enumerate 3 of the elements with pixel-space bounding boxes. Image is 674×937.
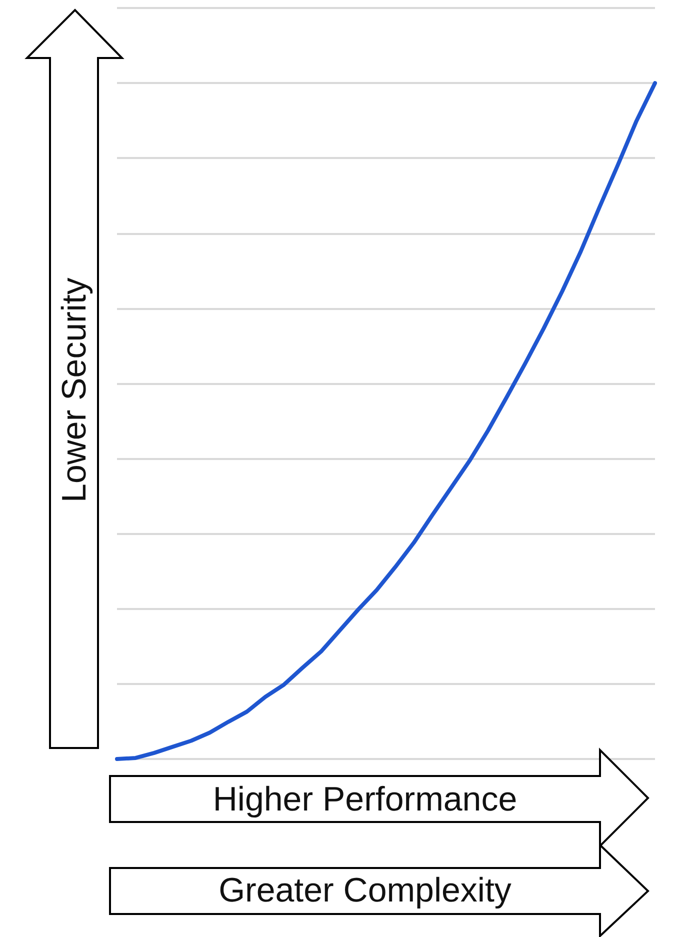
y-axis-title: Lower Security [56, 278, 94, 502]
text: Greater Complexity [218, 872, 512, 910]
text: Higher Performance [212, 780, 518, 820]
